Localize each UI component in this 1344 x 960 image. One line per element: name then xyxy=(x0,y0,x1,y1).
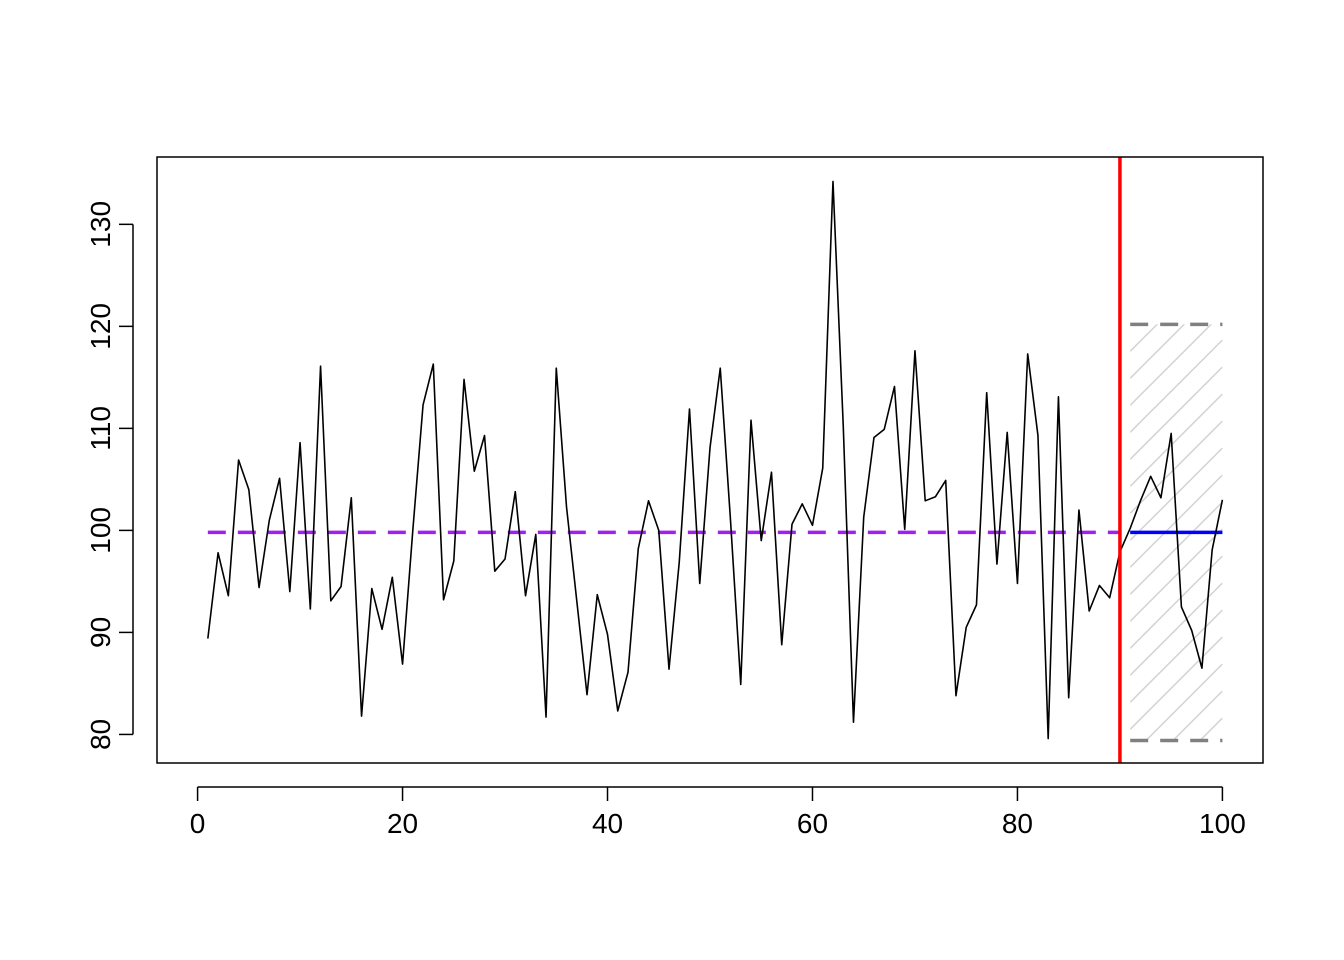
band-hatch-line xyxy=(1130,555,1223,649)
band-hatch-line xyxy=(1144,663,1223,741)
y-tick-label: 120 xyxy=(85,303,116,350)
y-tick-label: 130 xyxy=(85,201,116,248)
plot-frame xyxy=(156,156,1264,764)
band-hatch-line xyxy=(1130,501,1223,595)
band-hatch-line xyxy=(1130,636,1223,730)
series-line-0 xyxy=(207,180,1224,740)
band-hatch-line xyxy=(1130,609,1223,703)
band-hatch-line xyxy=(1198,717,1223,741)
x-tick-label: 20 xyxy=(387,808,418,839)
y-tick-label: 100 xyxy=(85,507,116,554)
x-tick-label: 100 xyxy=(1199,808,1246,839)
band-hatch-line xyxy=(1130,528,1223,622)
band-hatch-line xyxy=(1130,339,1223,433)
x-tick-label: 60 xyxy=(797,808,828,839)
x-tick-label: 80 xyxy=(1002,808,1033,839)
band-hatch-line xyxy=(1130,366,1223,460)
y-tick-label: 80 xyxy=(85,719,116,750)
band-hatch-line xyxy=(1130,447,1223,541)
forecast-band xyxy=(1130,324,1223,741)
band-hatch-line xyxy=(1130,582,1223,676)
x-axis: 0 20 40 60 80 100 xyxy=(190,786,1246,839)
band-hatch-line xyxy=(1130,420,1223,514)
band-hatch-line xyxy=(1130,393,1223,487)
x-tick-label: 40 xyxy=(592,808,623,839)
band-hatch-line xyxy=(1130,324,1186,379)
band-hatch-line xyxy=(1171,690,1223,741)
band-hatch-line xyxy=(1130,324,1159,352)
y-tick-label: 90 xyxy=(85,617,116,648)
y-axis: 80 90 100 110 120 130 xyxy=(85,201,134,750)
band-hatch-line xyxy=(1130,324,1213,406)
y-tick-label: 110 xyxy=(85,406,116,451)
x-tick-label: 0 xyxy=(190,808,206,839)
